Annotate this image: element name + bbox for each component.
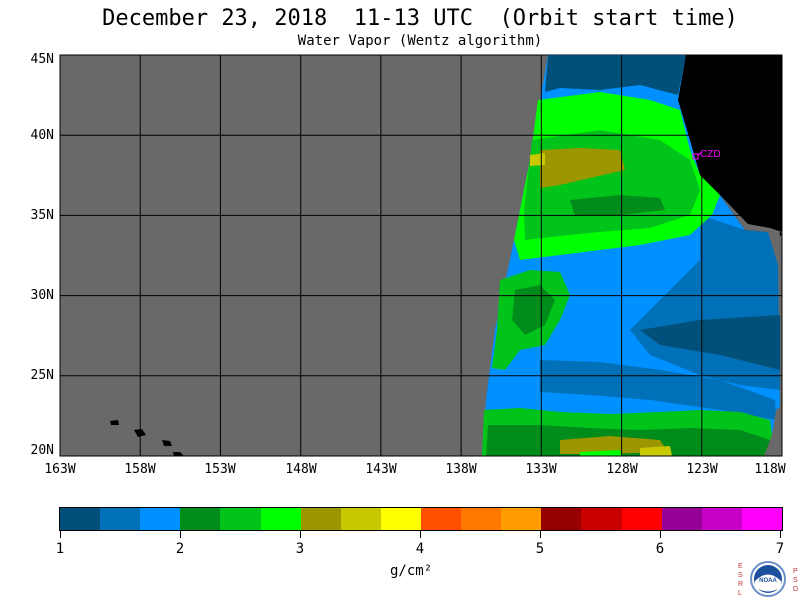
page-subtitle: Water Vapor (Wentz algorithm) <box>297 33 543 49</box>
lon-label: 158W <box>124 462 156 477</box>
lat-label: 30N <box>30 288 54 303</box>
logo-letter-left-0: E <box>738 563 743 570</box>
colorbar-swatch <box>420 508 462 530</box>
lat-label: 40N <box>30 128 54 143</box>
logo-letter-left-1: S <box>738 572 743 579</box>
noaa-logo: E S R L P S D NOAA <box>738 561 798 597</box>
colorbar-swatch <box>741 508 782 530</box>
lon-label: 138W <box>445 462 477 477</box>
colorbar-swatch <box>300 508 341 530</box>
colorbar-swatch <box>621 508 662 530</box>
colorbar <box>59 507 783 531</box>
colorbar-swatch <box>60 508 101 530</box>
lat-label: 35N <box>30 208 54 223</box>
colorbar-label: 1 <box>55 541 65 557</box>
colorbar-tick <box>60 530 61 538</box>
colorbar-tick <box>780 530 781 538</box>
coastal-no-data <box>720 195 782 265</box>
lat-lon-grid <box>60 55 782 456</box>
station-marker-czd: CZD <box>692 149 721 160</box>
colorbar-tick <box>300 530 301 538</box>
colorbar-tick <box>540 530 541 538</box>
southeast-no-data <box>764 405 782 456</box>
colorbar-swatch <box>661 508 702 530</box>
colorbar-tick <box>180 530 181 538</box>
logo-letter-right-0: P <box>793 568 798 575</box>
colorbar-swatch <box>581 508 622 530</box>
logo-gull-icon <box>755 574 781 592</box>
map-frame <box>59 54 783 457</box>
colorbar-label: 6 <box>655 541 665 557</box>
colorbar-label: 7 <box>775 541 785 557</box>
colorbar-swatch <box>340 508 381 530</box>
logo-letter-right-2: D <box>793 586 798 593</box>
colorbar-label: 2 <box>175 541 185 557</box>
logo-letter-right-1: S <box>793 577 798 584</box>
lon-label: 153W <box>204 462 236 477</box>
colorbar-swatch <box>180 508 221 530</box>
colorbar-swatch <box>100 508 141 530</box>
water-vapor-swath <box>482 55 780 456</box>
lon-label: 143W <box>365 462 397 477</box>
colorbar-swatch <box>701 508 742 530</box>
colorbar-swatch <box>140 508 181 530</box>
logo-text: NOAA <box>759 578 777 584</box>
lon-label: 123W <box>686 462 718 477</box>
lat-label: 20N <box>30 443 54 458</box>
units-label: g/cm² <box>390 563 433 579</box>
lon-label: 118W <box>754 462 786 477</box>
colorbar-swatch <box>541 508 582 530</box>
lon-label: 163W <box>44 462 76 477</box>
logo-letter-left-3: L <box>738 590 742 597</box>
lon-label: 148W <box>285 462 317 477</box>
colorbar-swatch <box>380 508 421 530</box>
colorbar-swatch <box>220 508 261 530</box>
logo-letter-left-2: R <box>738 581 743 588</box>
water-vapor-map: CZD <box>59 54 783 457</box>
lat-label: 25N <box>30 368 54 383</box>
colorbar-swatch <box>260 508 301 530</box>
lon-label: 128W <box>606 462 638 477</box>
lat-label: 45N <box>30 52 54 67</box>
page-title: December 23, 2018 11-13 UTC (Orbit start… <box>102 6 738 31</box>
colorbar-swatch <box>501 508 542 530</box>
colorbar-label: 5 <box>535 541 545 557</box>
california-land <box>678 55 782 236</box>
colorbar-tick <box>420 530 421 538</box>
colorbar-swatch <box>461 508 502 530</box>
station-label: CZD <box>700 149 721 160</box>
colorbar-label: 4 <box>415 541 425 557</box>
colorbar-label: 3 <box>295 541 305 557</box>
colorbar-tick <box>660 530 661 538</box>
lon-label: 133W <box>525 462 557 477</box>
